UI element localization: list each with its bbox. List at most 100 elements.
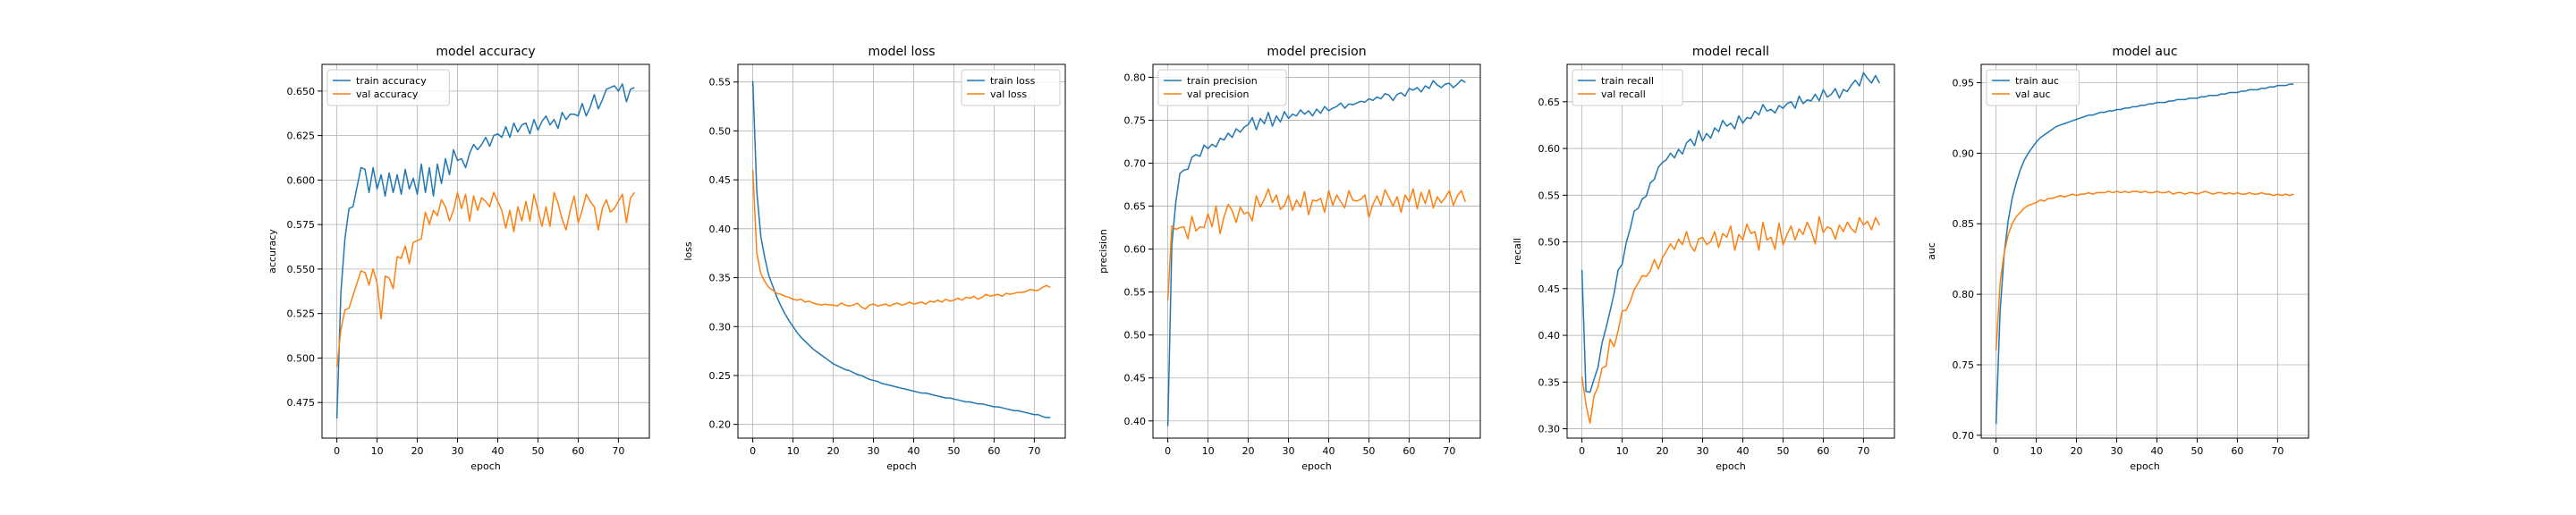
y-tick-label: 0.45 <box>709 174 732 186</box>
legend-box <box>1986 69 2080 106</box>
y-tick-label: 0.80 <box>1124 72 1147 83</box>
x-tick-label: 0 <box>1993 445 1999 457</box>
axes-frame <box>1980 63 2309 439</box>
y-tick-label: 0.40 <box>709 224 732 235</box>
axes-frame <box>1152 63 1481 439</box>
y-tick-label: 0.55 <box>1538 190 1561 201</box>
legend-label: train loss <box>990 75 1036 87</box>
series-line-train <box>335 83 635 419</box>
y-tick-label: 0.55 <box>1124 287 1147 299</box>
legend: train recall val recall <box>1572 69 1683 106</box>
x-axis-label: epoch <box>1716 460 1746 472</box>
legend-label: train accuracy <box>356 75 427 87</box>
x-tick-label: 70 <box>2271 445 2284 457</box>
y-axis-label: accuracy <box>267 229 278 274</box>
series-line-val <box>1580 215 1881 425</box>
legend-box <box>326 69 450 106</box>
y-tick-label: 0.625 <box>287 131 316 142</box>
y-tick-label: 0.475 <box>287 397 316 409</box>
y-tick-label: 0.30 <box>1538 424 1561 435</box>
legend-label: train precision <box>1187 75 1258 87</box>
x-tick-label: 40 <box>2150 445 2163 457</box>
x-tick-label: 20 <box>411 445 424 457</box>
y-tick-label: 0.85 <box>1953 218 1975 230</box>
x-axis-label: epoch <box>1301 460 1332 472</box>
x-tick-label: 0 <box>334 445 340 457</box>
y-tick-label: 0.60 <box>1538 143 1561 155</box>
legend-label: val auc <box>2015 89 2051 100</box>
y-tick-label: 0.70 <box>1124 158 1147 170</box>
x-tick-label: 40 <box>1736 445 1749 457</box>
y-tick-label: 0.575 <box>287 219 316 231</box>
legend-label: val accuracy <box>356 89 419 100</box>
x-tick-label: 10 <box>371 445 384 457</box>
x-tick-label: 0 <box>1579 445 1585 457</box>
chart-title: model loss <box>868 45 935 59</box>
x-tick-label: 40 <box>1322 445 1335 457</box>
x-tick-label: 40 <box>491 445 504 457</box>
x-tick-label: 30 <box>2111 445 2123 457</box>
x-tick-label: 10 <box>1202 445 1215 457</box>
legend-label: val recall <box>1601 89 1646 100</box>
y-tick-label: 0.35 <box>1538 376 1561 388</box>
x-tick-label: 60 <box>987 445 1000 457</box>
x-tick-label: 50 <box>947 445 960 457</box>
subplot-1: 0 10 20 30 40 50 60 70 0.20 0.25 0.30 0.35 0.40 0.45 0… <box>682 45 1066 472</box>
x-tick-label: 20 <box>1657 445 1669 457</box>
legend: train precision val precision <box>1157 69 1287 106</box>
subplot-4: 0 10 20 30 40 50 60 70 0.70 0.75 0.80 0.85 0.90 0.95 m… <box>1926 45 2309 472</box>
y-tick-label: 0.45 <box>1124 373 1147 384</box>
x-tick-label: 70 <box>1028 445 1040 457</box>
x-tick-label: 50 <box>2190 445 2203 457</box>
legend: train accuracy val accuracy <box>326 69 450 106</box>
series-line-train <box>1166 79 1466 426</box>
legend-box <box>1157 69 1287 106</box>
x-tick-label: 60 <box>1402 445 1415 457</box>
series-line-val <box>1166 188 1467 301</box>
y-tick-label: 0.550 <box>287 264 316 275</box>
y-axis-label: recall <box>1512 238 1523 265</box>
x-axis-label: epoch <box>2130 460 2160 472</box>
x-tick-label: 50 <box>1362 445 1375 457</box>
axes-frame <box>737 63 1066 439</box>
series-line-val <box>1995 190 2294 351</box>
x-tick-label: 50 <box>1776 445 1789 457</box>
x-tick-label: 30 <box>1697 445 1709 457</box>
x-tick-label: 50 <box>531 445 544 457</box>
x-tick-label: 30 <box>452 445 464 457</box>
y-tick-label: 0.40 <box>1124 416 1147 427</box>
x-tick-label: 30 <box>1283 445 1295 457</box>
series-line-train <box>1580 72 1881 393</box>
y-tick-label: 0.50 <box>1538 237 1561 249</box>
legend-label: train recall <box>1601 75 1654 87</box>
x-tick-label: 30 <box>868 445 880 457</box>
y-tick-label: 0.500 <box>287 352 316 364</box>
series-line-val <box>751 170 1051 310</box>
y-tick-label: 0.35 <box>709 273 732 284</box>
series-line-train <box>751 80 1051 418</box>
y-tick-label: 0.90 <box>1953 148 1975 159</box>
chart-title: model recall <box>1692 45 1769 59</box>
y-tick-label: 0.45 <box>1538 283 1561 295</box>
chart-title: model precision <box>1267 45 1366 59</box>
y-tick-label: 0.50 <box>1124 330 1147 342</box>
y-tick-label: 0.95 <box>1953 78 1975 89</box>
legend-box <box>961 69 1061 106</box>
y-axis-label: precision <box>1097 229 1109 274</box>
x-axis-label: epoch <box>470 460 501 472</box>
y-axis-label: auc <box>1926 242 1937 260</box>
legend-label: val precision <box>1187 89 1249 100</box>
y-tick-label: 0.55 <box>709 77 732 89</box>
y-tick-label: 0.70 <box>1953 430 1975 442</box>
y-tick-label: 0.50 <box>709 125 732 137</box>
x-tick-label: 70 <box>1443 445 1455 457</box>
y-tick-label: 0.20 <box>709 419 732 431</box>
legend-box <box>1572 69 1683 106</box>
y-tick-label: 0.60 <box>1124 244 1147 256</box>
subplot-3: 0 10 20 30 40 50 60 70 0.30 0.35 0.40 0.45 0.50 0.55 0… <box>1512 45 1895 472</box>
y-tick-label: 0.25 <box>709 370 732 382</box>
series-line-val <box>335 191 635 367</box>
x-axis-label: epoch <box>886 460 917 472</box>
x-tick-label: 20 <box>2071 445 2083 457</box>
